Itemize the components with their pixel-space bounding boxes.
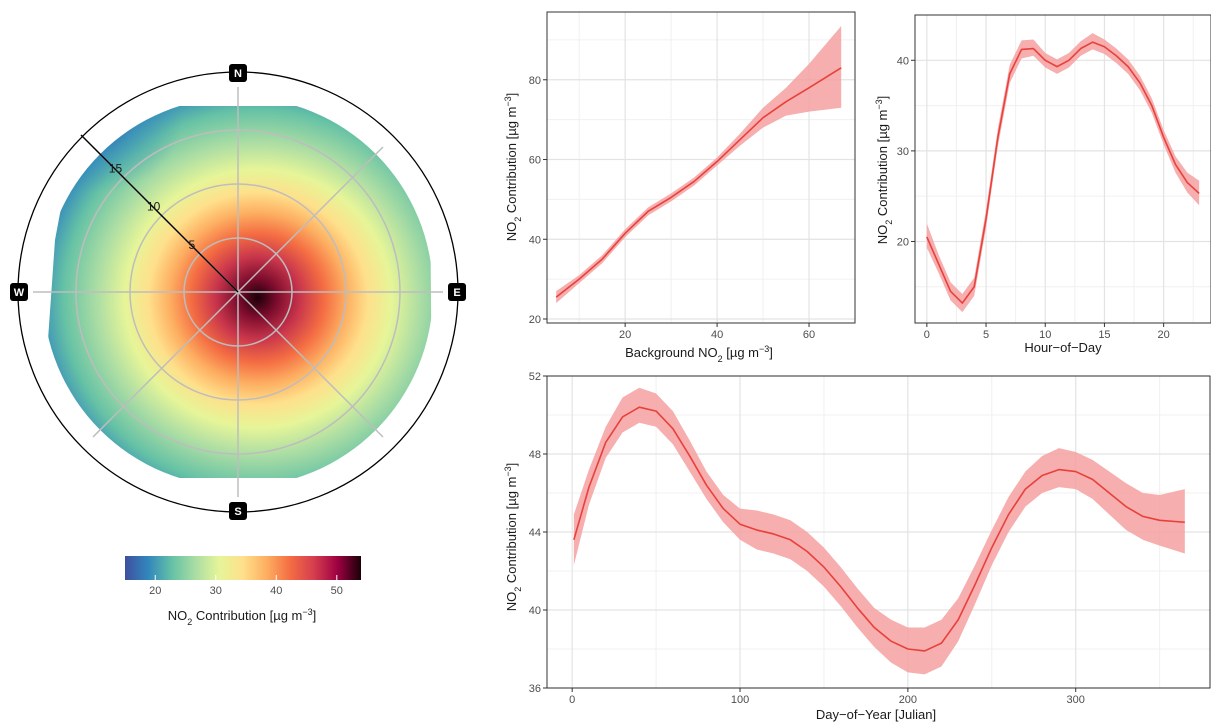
compass-e: E [448, 283, 466, 301]
colorbar-title: NO2 Contribution [µg m−3] [168, 607, 317, 627]
tick-label-y-20: 20 [897, 236, 909, 248]
panel-background [547, 12, 855, 323]
polar-plot: 5 10 15 N E S W [10, 64, 466, 520]
background-no2-panel: 20 40 60 20 40 60 80 [529, 11, 856, 341]
compass-n-box [229, 64, 247, 82]
compass-s: S [229, 502, 247, 520]
polar-spoke-225 [92, 291, 239, 438]
tick-label-y-60: 60 [529, 155, 541, 167]
hour-of-day-panel: 0 5 10 15 20 20 30 40 [897, 14, 1211, 341]
colorbar-ticks: 20 30 40 50 [149, 575, 343, 597]
tick-label-x-5: 5 [983, 329, 989, 341]
compass-w-label: W [14, 287, 25, 299]
tick-label-x-300: 300 [1067, 694, 1085, 706]
polar-radius-label-15: 15 [109, 161, 123, 175]
tick-label-y-40: 40 [529, 605, 541, 617]
tick-label-y-30: 30 [897, 146, 909, 158]
compass-labels: N E S W [10, 64, 466, 520]
compass-w: W [10, 283, 28, 301]
panel3-ylabel: NO2 Contribution [µg m−3] [503, 463, 523, 612]
compass-s-label: S [234, 506, 241, 518]
confidence-band [573, 387, 1185, 675]
tick-label-x-200: 200 [899, 694, 917, 706]
fit-line [555, 67, 842, 298]
tick-label-y-48: 48 [529, 449, 541, 461]
panel2-xlabel: Hour−of−Day [1024, 340, 1102, 355]
panel1-xlabel: Background NO2 [µg m−3] [625, 344, 773, 364]
confidence-band [556, 25, 842, 304]
tick-label-y-80: 80 [529, 75, 541, 87]
colorbar-tick-label-40: 40 [270, 585, 282, 597]
tick-label-y-40: 40 [897, 55, 909, 67]
panel2-ylabel: NO2 Contribution [µg m−3] [874, 96, 894, 245]
colorbar-tick-label-20: 20 [149, 585, 161, 597]
polar-grid [33, 87, 443, 497]
tick-label-x-20: 20 [619, 329, 631, 341]
tick-label-x-10: 10 [1039, 329, 1051, 341]
polar-spoke-45 [237, 146, 384, 293]
compass-w-box [10, 283, 28, 301]
tick-label-y-52: 52 [529, 371, 541, 383]
tick-label-y-40: 40 [529, 234, 541, 246]
tick-label-y-36: 36 [529, 683, 541, 695]
panel-border [914, 14, 1211, 324]
polar-spoke-135 [237, 291, 384, 438]
colorbar-bar [125, 556, 361, 580]
compass-n-label: N [234, 68, 242, 80]
polar-radius-label-5: 5 [188, 238, 195, 252]
panel3-xlabel: Day−of−Year [Julian] [816, 707, 936, 722]
fit-line [926, 41, 1200, 304]
tick-label-y-44: 44 [529, 527, 541, 539]
tick-label-x-0: 0 [569, 694, 575, 706]
day-of-year-panel: 0 100 200 300 36 40 44 48 52 [529, 371, 1211, 706]
polar-radius-axis [80, 134, 239, 293]
panel1-ylabel: NO2 Contribution [µg m−3] [503, 93, 523, 242]
tick-label-x-15: 15 [1098, 329, 1110, 341]
tick-label-x-0: 0 [924, 329, 930, 341]
tick-label-y-20: 20 [529, 314, 541, 326]
panel-border [546, 11, 856, 324]
polar-radius-labels: 5 10 15 [109, 161, 196, 251]
fit-line [573, 406, 1185, 652]
compass-e-box [448, 283, 466, 301]
tick-label-x-40: 40 [711, 329, 723, 341]
colorbar-tick-label-50: 50 [331, 585, 343, 597]
polar-radius-label-10: 10 [147, 200, 161, 214]
colorbar: 20 30 40 50 NO2 Contribution [µg m−3] [125, 556, 361, 627]
compass-n: N [229, 64, 247, 82]
colorbar-tick-label-30: 30 [210, 585, 222, 597]
tick-label-x-100: 100 [731, 694, 749, 706]
tick-label-x-60: 60 [803, 329, 815, 341]
compass-e-label: E [453, 287, 460, 299]
tick-label-x-20: 20 [1158, 329, 1170, 341]
compass-s-box [229, 502, 247, 520]
